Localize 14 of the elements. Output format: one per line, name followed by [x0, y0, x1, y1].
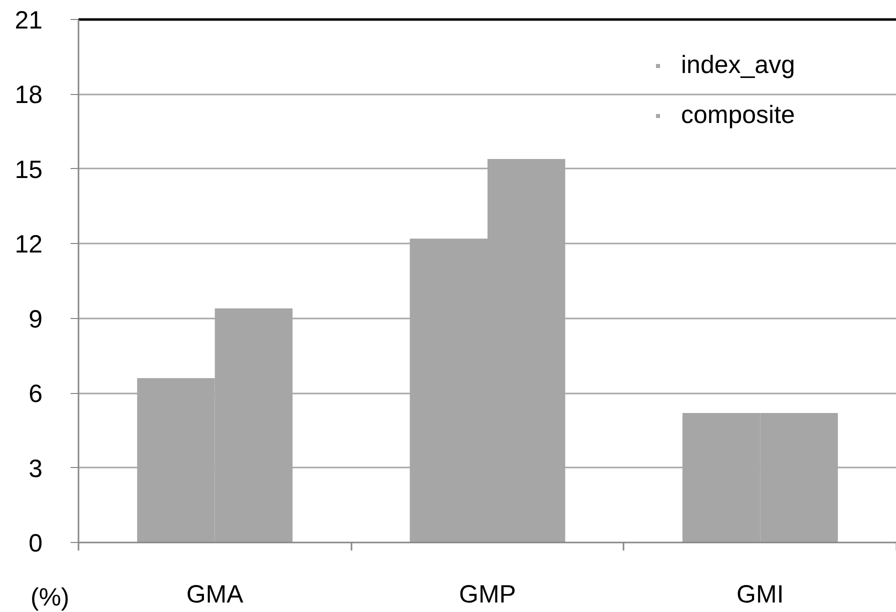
- legend-label: composite: [681, 101, 795, 130]
- y-tick-label: 6: [28, 380, 42, 408]
- y-tick-label: 9: [28, 305, 42, 334]
- y-tick-label: 18: [14, 81, 43, 110]
- x-tick-label: GMI: [736, 580, 784, 608]
- y-tick-label: 21: [14, 6, 43, 34]
- y-tick-label: 15: [14, 156, 43, 184]
- x-tick-label: GMA: [186, 580, 244, 608]
- y-tick-label: 3: [28, 454, 42, 483]
- y-tick-label: 0: [28, 530, 42, 558]
- y-tick-label: 12: [14, 230, 43, 259]
- legend-label: index_avg: [681, 51, 795, 80]
- y-axis-title: (%): [30, 584, 70, 612]
- x-tick-label: GMP: [459, 580, 516, 608]
